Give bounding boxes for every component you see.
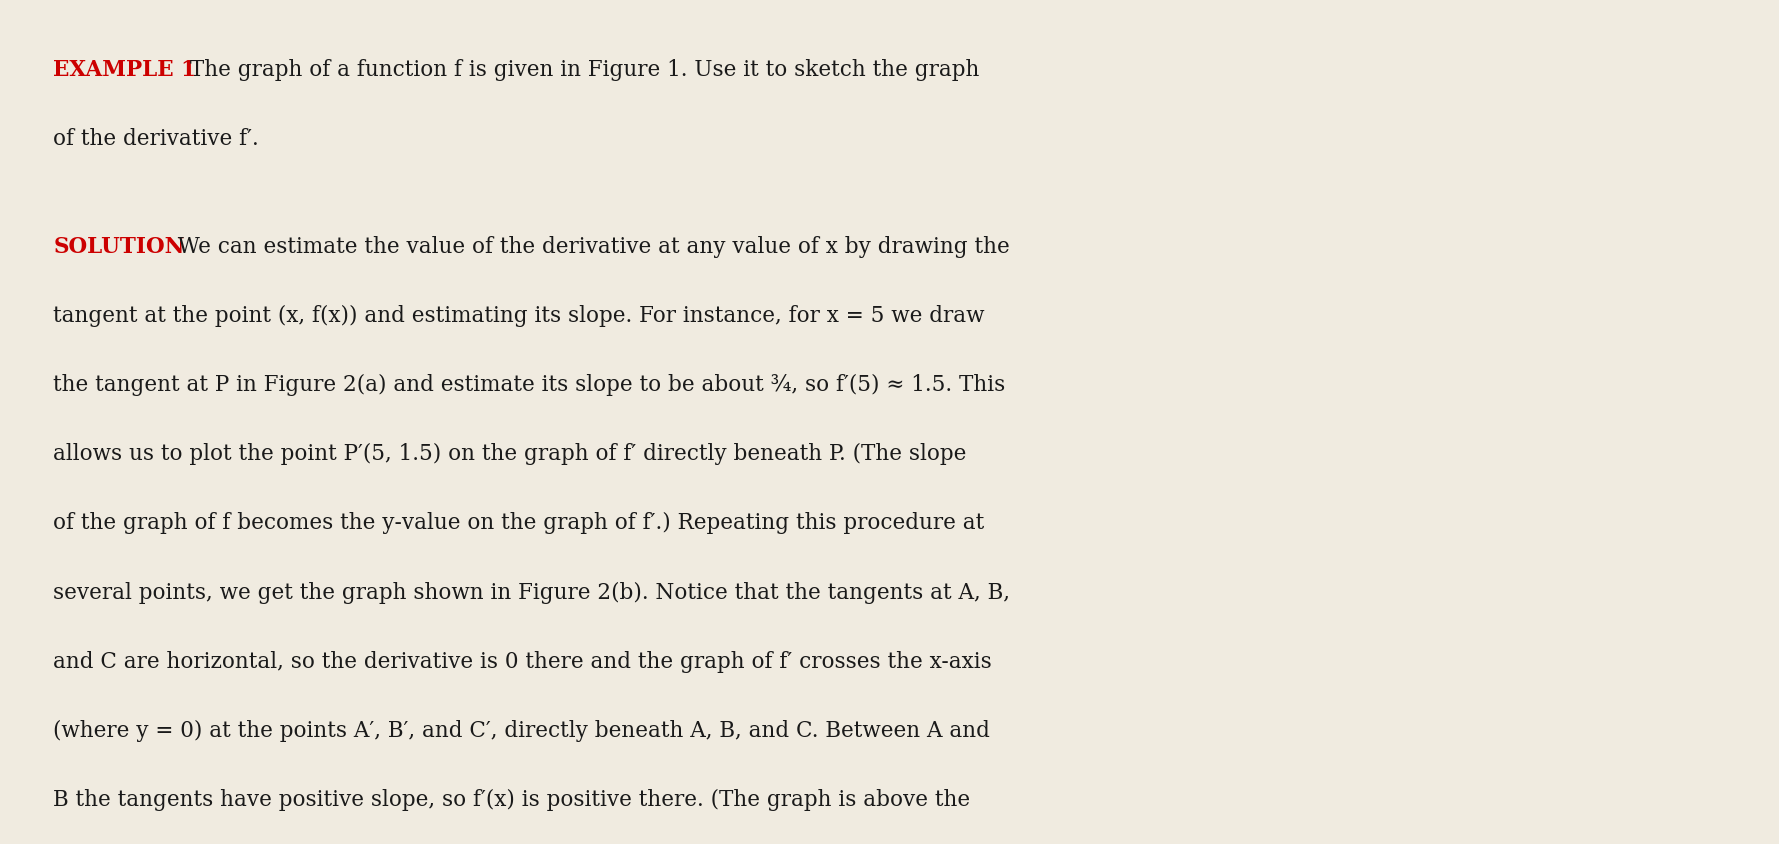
Text: of the graph of f becomes the y-value on the graph of f′.) Repeating this proced: of the graph of f becomes the y-value on… bbox=[53, 512, 984, 534]
Text: of the derivative f′.: of the derivative f′. bbox=[53, 128, 260, 150]
Text: tangent at the point (x, f(x)) and estimating its slope. For instance, for x = 5: tangent at the point (x, f(x)) and estim… bbox=[53, 305, 986, 327]
Text: B the tangents have positive slope, so f′(x) is positive there. (The graph is ab: B the tangents have positive slope, so f… bbox=[53, 789, 971, 811]
Text: SOLUTION: SOLUTION bbox=[53, 235, 185, 257]
Text: the tangent at P in Figure 2(a) and estimate its slope to be about ¾, so f′(5) ≈: the tangent at P in Figure 2(a) and esti… bbox=[53, 374, 1005, 396]
Text: We can estimate the value of the derivative at any value of x by drawing the: We can estimate the value of the derivat… bbox=[164, 235, 1009, 257]
Text: (where y = 0) at the points A′, B′, and C′, directly beneath A, B, and C. Betwee: (where y = 0) at the points A′, B′, and … bbox=[53, 720, 991, 742]
Text: several points, we get the graph shown in Figure 2(b). Notice that the tangents : several points, we get the graph shown i… bbox=[53, 582, 1010, 603]
Text: EXAMPLE 1: EXAMPLE 1 bbox=[53, 59, 196, 81]
Text: The graph of a function f is given in Figure 1. Use it to sketch the graph: The graph of a function f is given in Fi… bbox=[183, 59, 980, 81]
Text: allows us to plot the point P′(5, 1.5) on the graph of f′ directly beneath P. (T: allows us to plot the point P′(5, 1.5) o… bbox=[53, 443, 966, 465]
Text: and C are horizontal, so the derivative is 0 there and the graph of f′ crosses t: and C are horizontal, so the derivative … bbox=[53, 651, 993, 673]
